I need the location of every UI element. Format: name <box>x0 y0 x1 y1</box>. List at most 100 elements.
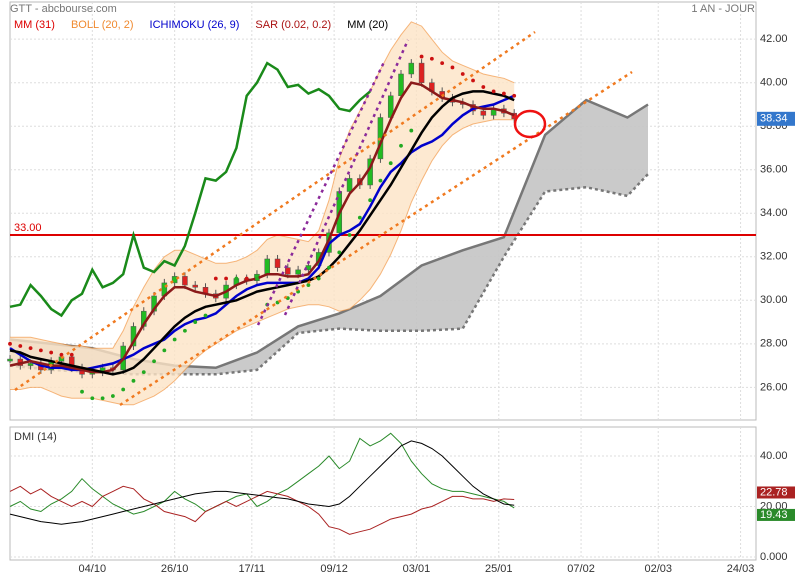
sar-dot <box>357 215 362 220</box>
y-tick-label: 40.00 <box>760 450 788 462</box>
sar-dot <box>90 396 95 401</box>
y-tick-label: 42.00 <box>760 33 788 45</box>
sar-dot <box>59 352 64 357</box>
dmi-panel <box>9 426 757 561</box>
main-panel <box>9 1 757 421</box>
legend-entry: MM (31) <box>14 19 55 31</box>
moving-average <box>9 90 515 376</box>
moving-average <box>9 81 515 374</box>
sar-dot <box>481 85 486 89</box>
dmi-line <box>9 432 515 515</box>
level-label: 33.00 <box>14 222 42 234</box>
sar-dot <box>450 65 455 70</box>
dmi-label: 19.43 <box>760 509 788 521</box>
highlight-circle <box>513 109 547 139</box>
sar-dot <box>193 320 198 324</box>
candle <box>192 284 198 288</box>
sar-dot <box>162 348 167 353</box>
sar-dot <box>244 276 249 281</box>
candle <box>27 363 34 366</box>
sar-dot <box>8 341 12 346</box>
sar-dot <box>471 78 475 83</box>
sar-dot <box>100 396 105 401</box>
trend-line <box>283 39 410 316</box>
sar-dot <box>28 346 33 351</box>
y-tick-label: 36.00 <box>760 164 788 176</box>
sar-dot <box>419 54 424 59</box>
dmi-label: 22.78 <box>760 486 788 498</box>
trend-line <box>14 30 536 392</box>
dmi-line <box>9 485 515 535</box>
sar-dot <box>316 276 321 281</box>
candle <box>264 258 270 275</box>
sar-dot <box>460 72 465 76</box>
dmi-label-box <box>757 508 795 521</box>
x-tick-label: 25/01 <box>485 563 513 575</box>
legend-entry: MM (20) <box>347 19 388 31</box>
candle <box>346 178 353 192</box>
sar-dot <box>38 348 43 353</box>
candle <box>274 258 281 268</box>
x-tick-label: 09/12 <box>320 563 348 575</box>
sar-dot <box>234 276 239 281</box>
x-tick-label: 02/03 <box>644 563 672 575</box>
x-tick-label: 24/03 <box>727 563 755 575</box>
y-tick-label: 26.00 <box>760 381 788 393</box>
sar-dot <box>306 283 311 287</box>
legend-entry: BOLL (20, 2) <box>71 19 134 31</box>
sar-dot <box>378 178 383 183</box>
chikou-line <box>9 61 371 318</box>
sar-dot <box>491 89 496 94</box>
legend-entry: SAR (0.02, 0.2) <box>255 19 331 31</box>
candle <box>480 110 487 116</box>
x-tick-label: 07/02 <box>567 563 595 575</box>
legend-entry: ICHIMOKU (26, 9) <box>150 19 240 31</box>
sar-dot <box>409 128 414 133</box>
y-tick-label: 30.00 <box>760 294 788 306</box>
y-tick-label: 34.00 <box>760 207 788 219</box>
candle <box>295 269 301 275</box>
chart-title: GTT - abcbourse.com <box>10 3 117 15</box>
ichimoku-line <box>9 94 515 372</box>
dmi-label-box <box>757 486 795 499</box>
candle <box>182 276 188 286</box>
sar-dot <box>49 350 54 355</box>
y-tick-label: 0.000 <box>760 551 788 563</box>
sar-dot <box>69 352 74 357</box>
sar-dot <box>337 250 342 255</box>
y-tick-label: 40.00 <box>760 77 788 89</box>
x-tick-label: 17/11 <box>238 563 265 575</box>
sar-dot <box>399 143 403 148</box>
dmi-title: DMI (14) <box>14 431 57 443</box>
sar-dot <box>110 394 115 398</box>
sar-dot <box>121 387 126 392</box>
candle <box>285 267 291 275</box>
x-tick-label: 26/10 <box>161 563 189 575</box>
sar-dot <box>440 61 445 66</box>
dmi-line <box>9 440 515 525</box>
sar-dot <box>224 276 228 281</box>
sar-dot <box>18 344 23 348</box>
sar-dot <box>152 359 156 364</box>
price-label-box <box>757 111 795 126</box>
y-tick-label: 28.00 <box>760 338 788 350</box>
sar-dot <box>388 161 393 166</box>
sar-dot <box>327 265 331 270</box>
sar-dot <box>131 378 136 383</box>
sar-dot <box>368 198 373 203</box>
y-tick-label: 32.00 <box>760 251 788 263</box>
candle <box>418 62 425 83</box>
sar-dot <box>347 233 352 237</box>
candle <box>408 62 415 75</box>
sar-dot <box>255 276 259 281</box>
sar-dot <box>203 313 208 318</box>
sar-dot <box>172 337 177 342</box>
price-label: 38.34 <box>760 113 788 125</box>
candle <box>398 73 404 97</box>
sar-dot <box>80 389 84 394</box>
sar-dot <box>141 370 146 375</box>
x-tick-label: 04/10 <box>79 563 107 575</box>
timeframe: 1 AN - JOUR <box>691 3 755 15</box>
sar-dot <box>213 276 218 281</box>
